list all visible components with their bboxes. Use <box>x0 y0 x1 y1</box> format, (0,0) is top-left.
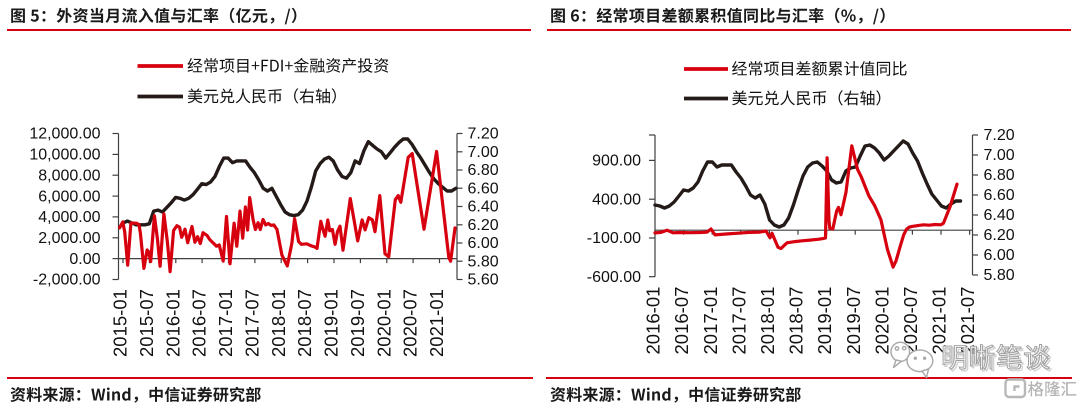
svg-text:7.00: 7.00 <box>984 147 1015 164</box>
svg-text:6.20: 6.20 <box>984 227 1015 244</box>
svg-text:6.40: 6.40 <box>984 207 1015 224</box>
svg-text:2017-01: 2017-01 <box>700 287 721 355</box>
svg-text:6.80: 6.80 <box>468 162 499 179</box>
svg-text:5.80: 5.80 <box>984 267 1015 284</box>
svg-text:6.20: 6.20 <box>468 217 499 234</box>
svg-text:6.00: 6.00 <box>468 235 499 252</box>
svg-text:2016-01: 2016-01 <box>643 287 664 355</box>
svg-text:5.80: 5.80 <box>468 253 499 270</box>
svg-text:7.20: 7.20 <box>468 126 499 143</box>
svg-text:6.40: 6.40 <box>468 199 499 216</box>
svg-text:2016-07: 2016-07 <box>189 289 210 357</box>
svg-text:2017-01: 2017-01 <box>215 289 236 357</box>
svg-text:2016-01: 2016-01 <box>162 289 183 357</box>
svg-text:6.60: 6.60 <box>468 180 499 197</box>
svg-text:2019-01: 2019-01 <box>814 287 835 355</box>
svg-text:400.00: 400.00 <box>592 191 641 208</box>
svg-text:2020-07: 2020-07 <box>400 289 421 357</box>
svg-text:2018-07: 2018-07 <box>294 289 315 357</box>
svg-text:2,000.00: 2,000.00 <box>38 230 100 247</box>
svg-text:6.60: 6.60 <box>984 187 1015 204</box>
svg-text:6.80: 6.80 <box>984 167 1015 184</box>
svg-text:2016-07: 2016-07 <box>671 287 692 355</box>
svg-text:7.20: 7.20 <box>984 127 1015 144</box>
svg-text:8,000.00: 8,000.00 <box>38 167 100 184</box>
svg-text:2020-01: 2020-01 <box>871 287 892 355</box>
svg-text:2020-01: 2020-01 <box>373 289 394 357</box>
svg-text:2018-01: 2018-01 <box>757 287 778 355</box>
svg-text:10,000.00: 10,000.00 <box>29 147 100 164</box>
svg-text:7.00: 7.00 <box>468 144 499 161</box>
svg-text:2021-01: 2021-01 <box>929 287 950 355</box>
svg-text:2017-07: 2017-07 <box>728 287 749 355</box>
svg-text:2015-07: 2015-07 <box>136 289 157 357</box>
svg-text:2019-01: 2019-01 <box>321 289 342 357</box>
svg-text:2019-07: 2019-07 <box>843 287 864 355</box>
svg-text:2021-07: 2021-07 <box>957 287 978 355</box>
svg-text:2020-07: 2020-07 <box>900 287 921 355</box>
svg-text:-600.00: -600.00 <box>587 269 641 286</box>
svg-text:2018-07: 2018-07 <box>786 287 807 355</box>
svg-text:2019-07: 2019-07 <box>347 289 368 357</box>
svg-text:12,000.00: 12,000.00 <box>29 126 100 143</box>
svg-text:2018-01: 2018-01 <box>268 289 289 357</box>
svg-text:4,000.00: 4,000.00 <box>38 209 100 226</box>
svg-text:6,000.00: 6,000.00 <box>38 188 100 205</box>
svg-text:-100.00: -100.00 <box>587 230 641 247</box>
svg-text:2017-07: 2017-07 <box>242 289 263 357</box>
svg-text:2021-01: 2021-01 <box>426 289 447 357</box>
svg-text:2015-01: 2015-01 <box>110 289 131 357</box>
svg-text:900.00: 900.00 <box>592 153 641 170</box>
svg-text:0.00: 0.00 <box>69 251 100 268</box>
svg-text:5.60: 5.60 <box>468 272 499 289</box>
svg-text:-2,000.00: -2,000.00 <box>33 272 101 289</box>
svg-text:6.00: 6.00 <box>984 247 1015 264</box>
